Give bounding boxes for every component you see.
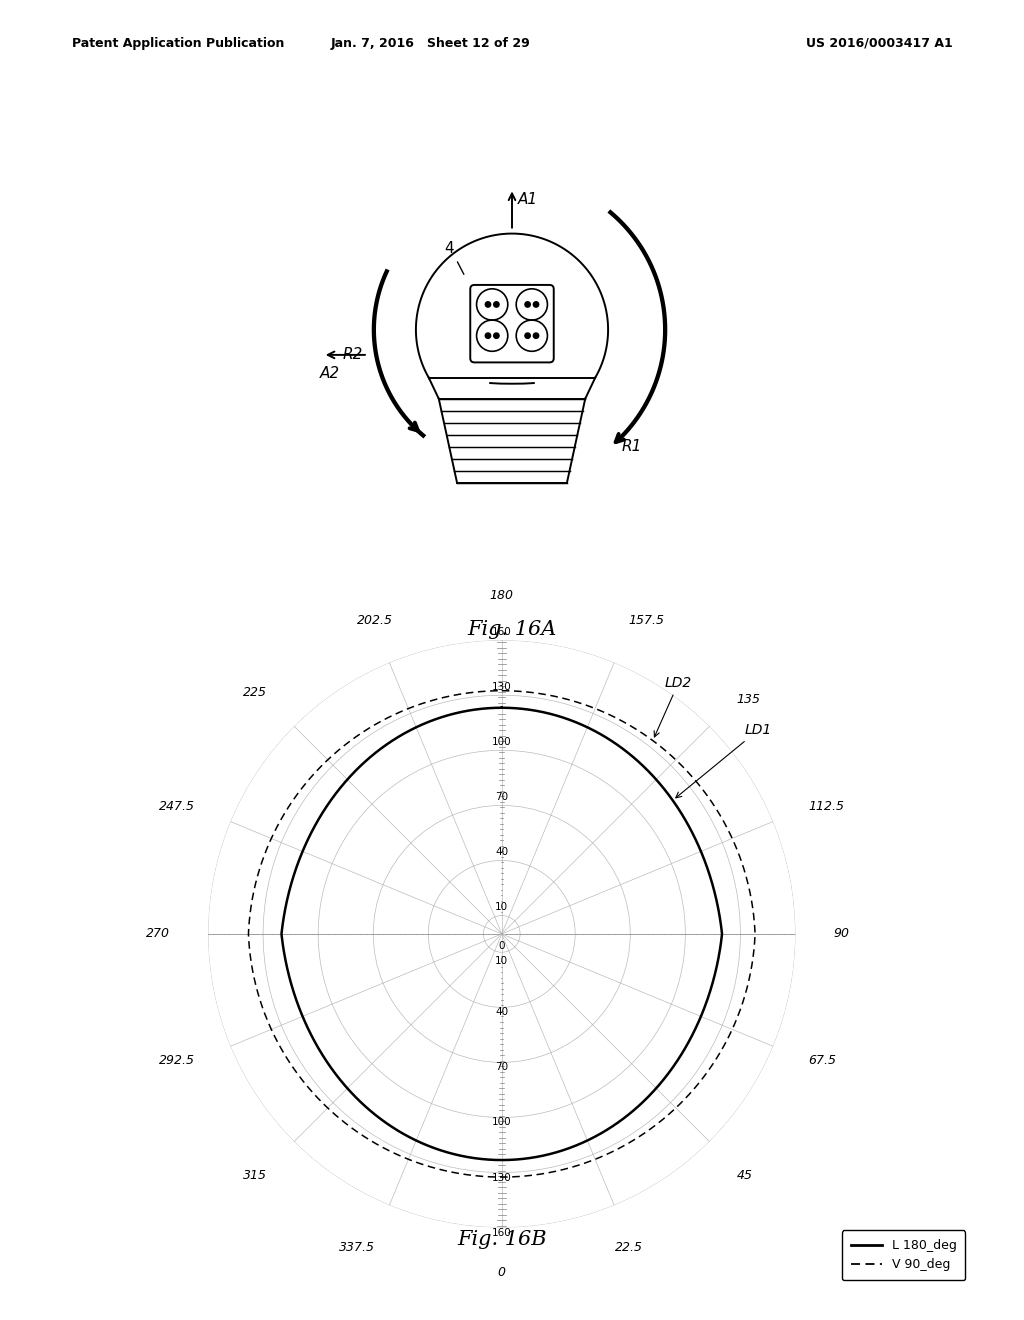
Circle shape: [485, 302, 490, 308]
Text: 0: 0: [499, 941, 505, 952]
Text: 157.5: 157.5: [629, 614, 665, 627]
V 90_deg: [743, 883, 756, 899]
Text: 4: 4: [444, 242, 454, 256]
Circle shape: [485, 333, 490, 338]
Text: 10: 10: [496, 902, 508, 912]
V 90_deg: [496, 682, 508, 698]
Text: 70: 70: [496, 1063, 508, 1072]
Text: 130: 130: [492, 681, 512, 692]
Text: 180: 180: [489, 589, 514, 602]
L 180_deg: [288, 867, 300, 883]
Circle shape: [525, 333, 530, 338]
Text: 40: 40: [496, 847, 508, 857]
Text: 40: 40: [496, 1007, 508, 1018]
Text: 135: 135: [736, 693, 761, 706]
Text: Jan. 7, 2016   Sheet 12 of 29: Jan. 7, 2016 Sheet 12 of 29: [330, 37, 530, 50]
V 90_deg: [496, 682, 508, 698]
Text: 160: 160: [492, 1228, 512, 1238]
V 90_deg: [284, 1055, 296, 1071]
Text: Patent Application Publication: Patent Application Publication: [72, 37, 284, 50]
Text: 100: 100: [492, 737, 512, 747]
V 90_deg: [749, 927, 761, 942]
L 180_deg: [682, 1036, 694, 1052]
Text: 67.5: 67.5: [808, 1055, 837, 1068]
Text: Fig. 16B: Fig. 16B: [457, 1230, 547, 1249]
L 180_deg: [496, 700, 508, 715]
V 90_deg: [254, 858, 266, 874]
V 90_deg: [732, 846, 744, 862]
L 180_deg: [311, 1039, 324, 1055]
Text: 100: 100: [492, 1118, 512, 1127]
Text: R1: R1: [622, 440, 642, 454]
L 180_deg: [700, 857, 713, 873]
Text: 45: 45: [736, 1168, 753, 1181]
Circle shape: [494, 302, 499, 308]
Text: 270: 270: [145, 928, 170, 940]
L 180_deg: [496, 700, 508, 715]
Text: 337.5: 337.5: [339, 1241, 375, 1254]
Text: A2: A2: [319, 366, 340, 380]
Text: Fig. 16A: Fig. 16A: [467, 620, 557, 639]
Legend: L 180_deg, V 90_deg: L 180_deg, V 90_deg: [842, 1230, 966, 1280]
Text: 247.5: 247.5: [159, 800, 196, 813]
Text: 22.5: 22.5: [614, 1241, 643, 1254]
Text: 130: 130: [492, 1172, 512, 1183]
Line: L 180_deg: L 180_deg: [282, 708, 722, 1160]
Text: 10: 10: [496, 956, 508, 966]
V 90_deg: [710, 1052, 722, 1068]
Text: 70: 70: [496, 792, 508, 801]
Text: 202.5: 202.5: [356, 614, 393, 627]
Text: LD1: LD1: [676, 723, 772, 797]
Text: R2: R2: [343, 347, 362, 363]
Text: 90: 90: [834, 928, 850, 940]
L 180_deg: [693, 1012, 706, 1028]
Text: 112.5: 112.5: [808, 800, 845, 813]
Text: A1: A1: [518, 191, 539, 206]
Text: 292.5: 292.5: [159, 1055, 196, 1068]
Line: V 90_deg: V 90_deg: [249, 690, 755, 1177]
Circle shape: [525, 302, 530, 308]
L 180_deg: [710, 888, 722, 904]
Circle shape: [534, 302, 539, 308]
Circle shape: [494, 333, 499, 338]
V 90_deg: [330, 744, 342, 760]
Text: 315: 315: [243, 1168, 267, 1181]
Text: US 2016/0003417 A1: US 2016/0003417 A1: [806, 37, 952, 50]
Circle shape: [534, 333, 539, 338]
Text: 160: 160: [492, 627, 512, 636]
Text: 225: 225: [243, 686, 267, 700]
Text: LD2: LD2: [654, 676, 692, 737]
Text: 0: 0: [498, 1266, 506, 1279]
L 180_deg: [347, 764, 359, 780]
